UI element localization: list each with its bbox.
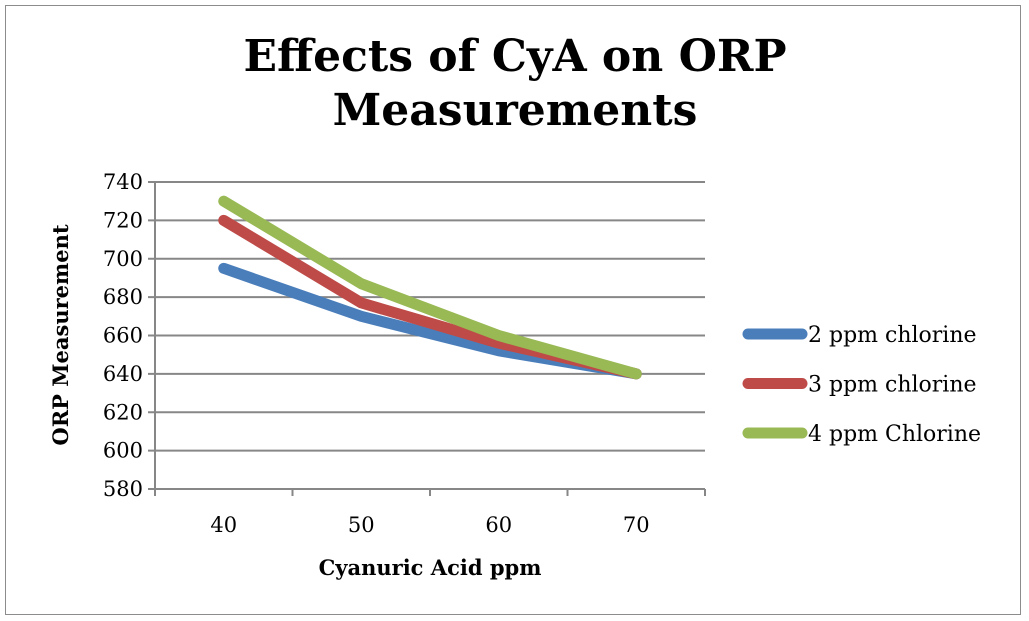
series-line-3 <box>218 195 642 380</box>
y-axis-label: ORP Measurement <box>48 224 73 445</box>
y-tick-label: 600 <box>103 439 143 463</box>
y-tick-label: 720 <box>103 208 143 232</box>
chart-frame <box>5 5 1021 615</box>
y-tick-label: 640 <box>103 362 143 386</box>
x-tick-label: 50 <box>348 513 375 537</box>
y-tick-label: 740 <box>103 170 143 194</box>
legend-label-2: 3 ppm chlorine <box>808 373 977 398</box>
x-tick-label: 40 <box>210 513 237 537</box>
legend-label-1: 2 ppm chlorine <box>808 323 977 348</box>
y-tick-label: 680 <box>103 285 143 309</box>
y-tick-label: 700 <box>103 247 143 271</box>
legend-label-3: 4 ppm Chlorine <box>808 422 981 447</box>
x-axis-label: Cyanuric Acid ppm <box>319 555 542 580</box>
chart-title: Effects of CyA on ORP Measurements <box>243 31 787 136</box>
y-tick-label: 580 <box>103 477 143 501</box>
x-tick-label: 70 <box>623 513 650 537</box>
y-tick-label: 660 <box>103 324 143 348</box>
y-tick-label: 620 <box>103 400 143 424</box>
x-tick-label: 60 <box>485 513 512 537</box>
